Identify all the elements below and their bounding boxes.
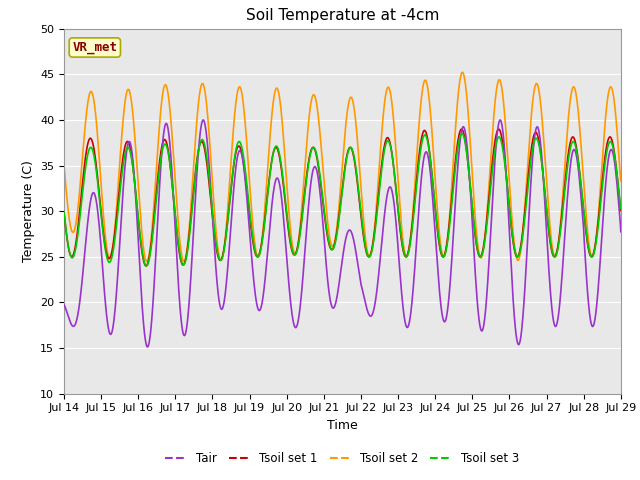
Legend: Tair, Tsoil set 1, Tsoil set 2, Tsoil set 3: Tair, Tsoil set 1, Tsoil set 2, Tsoil se…: [161, 447, 524, 469]
Y-axis label: Temperature (C): Temperature (C): [22, 160, 35, 262]
Text: VR_met: VR_met: [72, 41, 117, 54]
X-axis label: Time: Time: [327, 419, 358, 432]
Title: Soil Temperature at -4cm: Soil Temperature at -4cm: [246, 9, 439, 24]
